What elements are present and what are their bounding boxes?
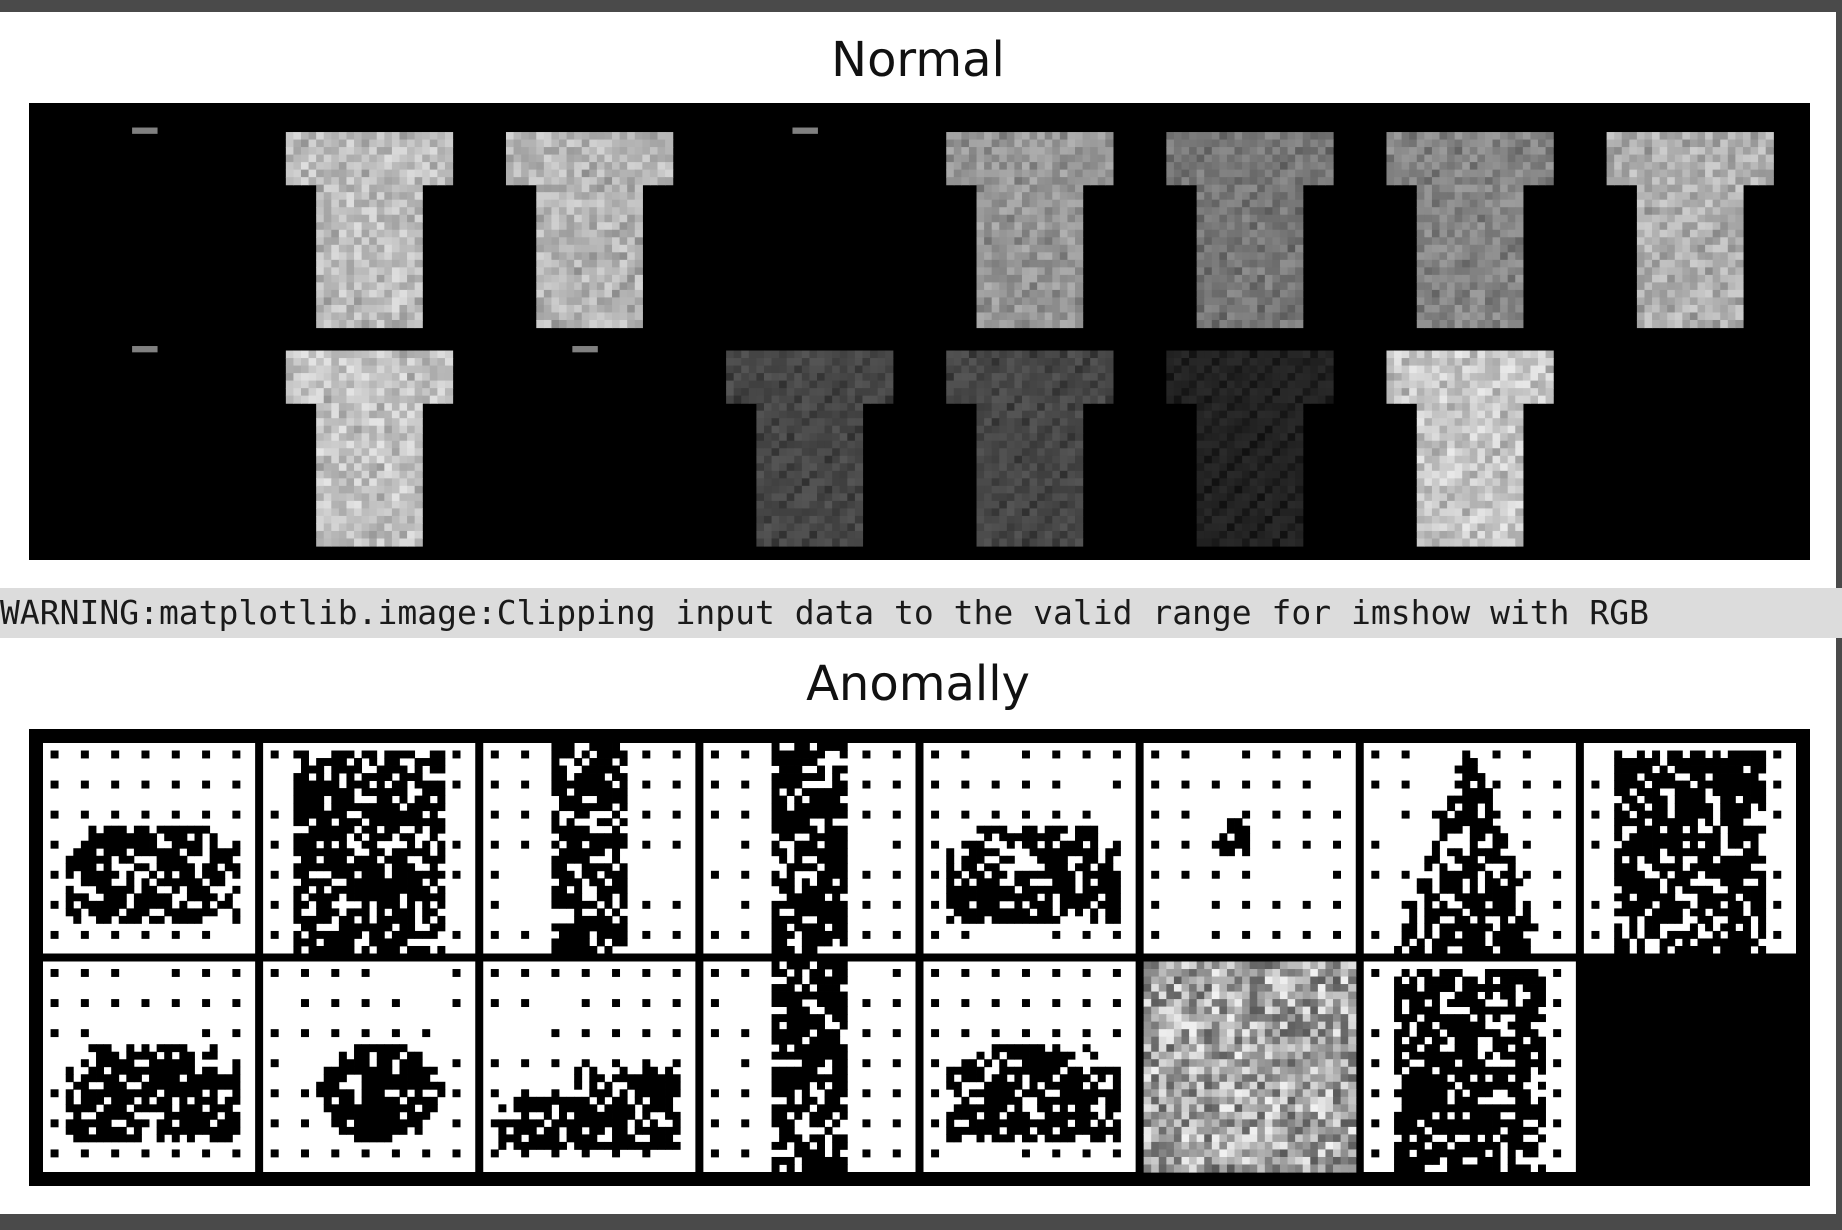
normal-grid-canvas [132, 127, 1774, 547]
anomaly-image-grid [29, 729, 1810, 1186]
normal-sample-image [285, 350, 454, 547]
anomaly-sample-image [43, 961, 256, 1172]
anomaly-sample-image [263, 743, 476, 954]
normal-sample-image [726, 350, 894, 547]
normal-sample-image [1386, 132, 1554, 329]
normal-sample-image [572, 346, 598, 353]
anomaly-sample-image [1363, 961, 1576, 1173]
anomaly-sample-image [43, 743, 256, 954]
bottom-output-bar [0, 1214, 1842, 1230]
anomaly-sample-image [1143, 961, 1357, 1173]
normal-figure-title: Normal [831, 32, 1005, 88]
normal-sample-image [946, 350, 1114, 547]
anomaly-sample-image [923, 743, 1136, 954]
anomaly-sample-image [923, 961, 1136, 1172]
normal-sample-image [1386, 350, 1554, 547]
top-output-bar [0, 0, 1842, 12]
anomaly-grid-canvas [43, 743, 1796, 1173]
anomaly-sample-image [703, 961, 916, 1173]
anomaly-sample-image [263, 961, 476, 1172]
anomaly-sample-image [1363, 743, 1576, 954]
matplotlib-warning-text: WARNING:matplotlib.image:Clipping input … [0, 588, 1842, 638]
normal-image-grid [29, 103, 1810, 560]
normal-sample-image [132, 127, 158, 134]
anomaly-sample-image [703, 743, 916, 954]
normal-sample-image [505, 132, 674, 329]
anomaly-sample-image [1583, 743, 1796, 954]
normal-figure: Normal [0, 12, 1836, 588]
anomaly-sample-image [483, 961, 696, 1172]
anomaly-sample-image [483, 743, 696, 954]
normal-sample-image [285, 132, 454, 329]
normal-sample-image [1606, 132, 1774, 329]
normal-sample-image [1166, 350, 1334, 547]
normal-sample-image [1166, 132, 1334, 329]
anomaly-sample-image [1143, 743, 1356, 954]
normal-sample-image [132, 346, 158, 353]
normal-sample-image [792, 127, 818, 134]
anomaly-figure: Anomally [0, 638, 1836, 1214]
anomaly-figure-title: Anomally [806, 656, 1030, 712]
normal-sample-image [946, 132, 1114, 329]
